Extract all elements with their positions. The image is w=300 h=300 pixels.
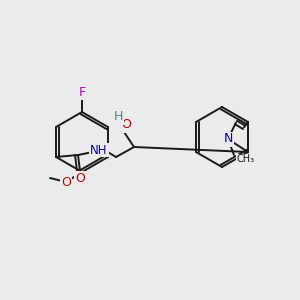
Text: H: H — [113, 110, 123, 124]
Text: O: O — [121, 118, 131, 131]
Text: NH: NH — [90, 143, 108, 157]
Text: CH₃: CH₃ — [237, 154, 255, 164]
Text: O: O — [61, 176, 71, 188]
Text: F: F — [78, 85, 85, 98]
Text: N: N — [223, 133, 233, 146]
Text: O: O — [75, 172, 85, 184]
